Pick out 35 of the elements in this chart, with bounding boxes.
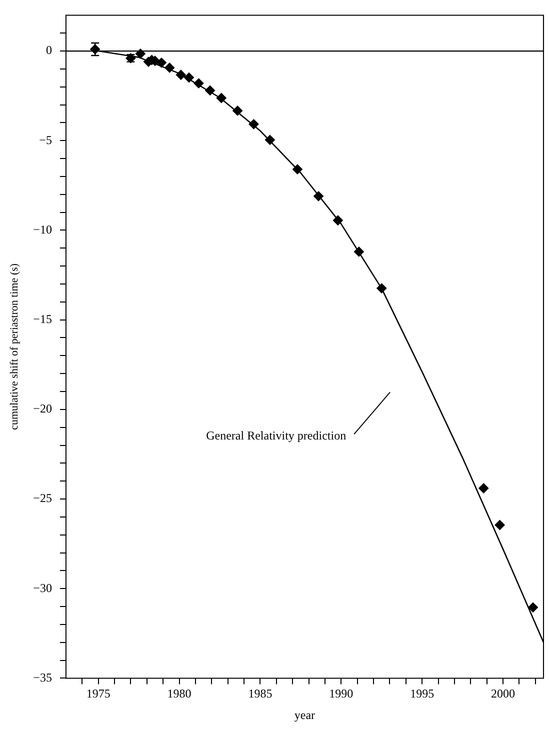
x-tick-label: 1995 (410, 686, 434, 701)
point (332, 215, 343, 226)
y-axis-title: cumulative shift of periastron time (s) (8, 263, 20, 430)
y-tick-label: −20 (33, 402, 52, 416)
x-tick-label: 1980 (167, 686, 192, 701)
y-tick-label: −15 (33, 312, 52, 326)
point (313, 191, 324, 202)
x-tick-label: 1990 (329, 686, 354, 701)
y-tick-label: −5 (39, 132, 52, 147)
point (264, 134, 275, 145)
point (478, 483, 489, 494)
point (232, 106, 243, 116)
point (156, 58, 166, 68)
annotation: General Relativity prediction (206, 428, 346, 442)
point (184, 72, 194, 83)
point (176, 70, 186, 80)
point (194, 78, 204, 88)
y-tick-label: −10 (33, 222, 52, 236)
y-tick-label: −35 (33, 670, 52, 684)
point (216, 92, 226, 103)
point (376, 283, 387, 294)
point (494, 520, 505, 530)
point (164, 62, 175, 73)
point (292, 164, 302, 174)
point (248, 119, 259, 130)
y-tick-label: −30 (33, 580, 52, 595)
y-tick-label: 0 (46, 43, 52, 58)
point (354, 246, 364, 257)
x-tick-label: 2000 (491, 686, 516, 701)
point (205, 85, 216, 96)
x-tick-label: 1985 (248, 686, 272, 701)
y-tick-label: −25 (33, 491, 52, 506)
x-axis-title: year (294, 708, 316, 722)
x-tick-label: 1975 (86, 686, 110, 701)
point (528, 602, 538, 612)
